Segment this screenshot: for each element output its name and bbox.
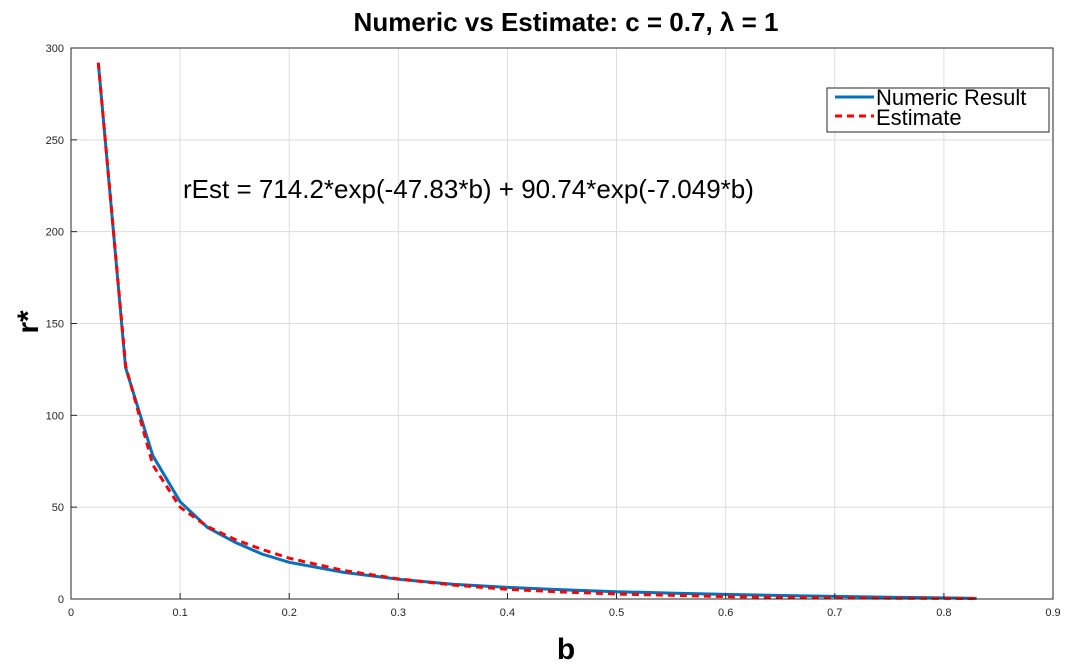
x-tick-label: 0.5	[609, 607, 624, 619]
x-tick-label: 0.1	[172, 607, 187, 619]
y-tick-label: 100	[46, 410, 64, 422]
x-tick-label: 0.2	[282, 607, 297, 619]
x-tick-label: 0.8	[936, 607, 951, 619]
series-layer	[96, 62, 977, 600]
y-tick-label: 200	[46, 227, 64, 239]
x-tick-label: 0.6	[718, 607, 733, 619]
y-axis-label: r*	[12, 310, 45, 334]
y-tick-label: 300	[46, 43, 64, 55]
x-tick-label: 0	[68, 607, 74, 619]
y-tick-label: 250	[46, 135, 64, 147]
axis-ticks: 0 0.1 0.2 0.3 0.4 0.5 0.6 0.7 0.8 0.9 0 50 100 150 200…	[46, 43, 1061, 619]
legend-label-numeric-result: Numeric Result	[876, 85, 1026, 110]
y-tick-label: 150	[46, 319, 64, 331]
series-line-estimate	[96, 62, 977, 600]
x-tick-label: 0.7	[827, 607, 842, 619]
x-axis-label: b	[557, 633, 575, 666]
x-tick-label: 0.4	[500, 607, 515, 619]
fit-equation-annotation: rEst = 714.2*exp(-47.83*b) + 90.74*exp(-…	[183, 174, 754, 204]
y-tick-label: 0	[58, 594, 64, 606]
x-tick-label: 0.3	[391, 607, 406, 619]
legend-label-estimate: Estimate	[876, 105, 962, 130]
y-tick-label: 50	[52, 502, 64, 514]
chart-title: Numeric vs Estimate: c = 0.7, λ = 1	[354, 7, 779, 37]
legend-box	[826, 87, 1050, 133]
legend: Numeric Result Estimate	[826, 85, 1050, 133]
x-tick-label: 0.9	[1045, 607, 1060, 619]
